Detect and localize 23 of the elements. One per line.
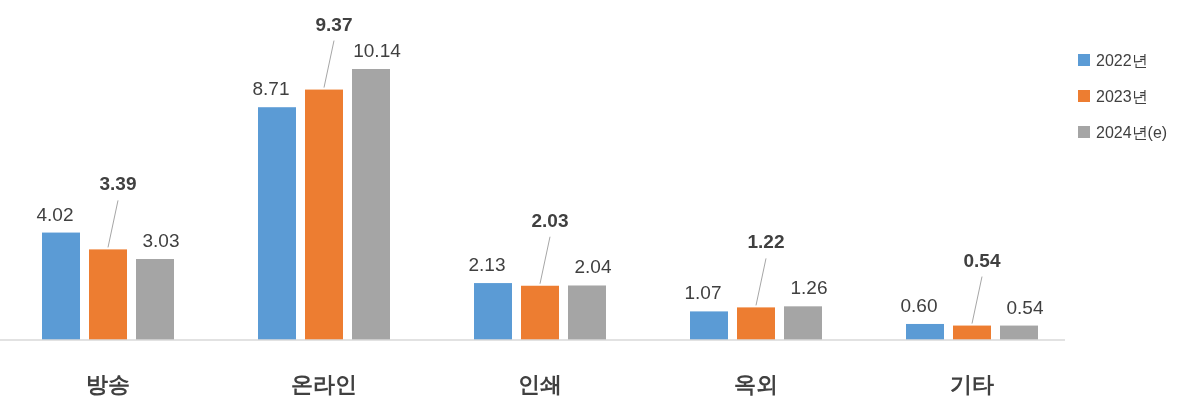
data-label: 1.22: [747, 231, 785, 253]
data-label: 3.39: [99, 173, 137, 195]
x-tick-label: 옥외: [734, 372, 778, 397]
legend-label: 2024년(e): [1096, 124, 1168, 141]
x-tick-label: 방송: [86, 372, 130, 397]
data-label: 2.13: [468, 254, 506, 276]
data-label: 2.03: [531, 209, 569, 231]
x-tick-label: 온라인: [291, 372, 357, 397]
data-label: 10.14: [353, 40, 402, 61]
legend-label: 2022년: [1096, 52, 1148, 69]
data-label: 0.60: [900, 294, 938, 316]
data-label: 1.07: [684, 282, 722, 304]
data-label: 4.02: [36, 203, 74, 225]
data-label: 0.54: [963, 249, 1001, 271]
data-label: 1.26: [790, 277, 828, 299]
data-label: 2.04: [574, 256, 612, 278]
data-label: 3.03: [142, 230, 180, 252]
legend-label: 2023년: [1096, 88, 1148, 105]
data-label: 0.54: [1006, 296, 1044, 318]
x-tick-label: 기타: [950, 372, 994, 397]
data-label: 9.37: [315, 13, 353, 35]
x-tick-label: 인쇄: [518, 372, 562, 397]
data-label: 8.71: [252, 78, 290, 100]
